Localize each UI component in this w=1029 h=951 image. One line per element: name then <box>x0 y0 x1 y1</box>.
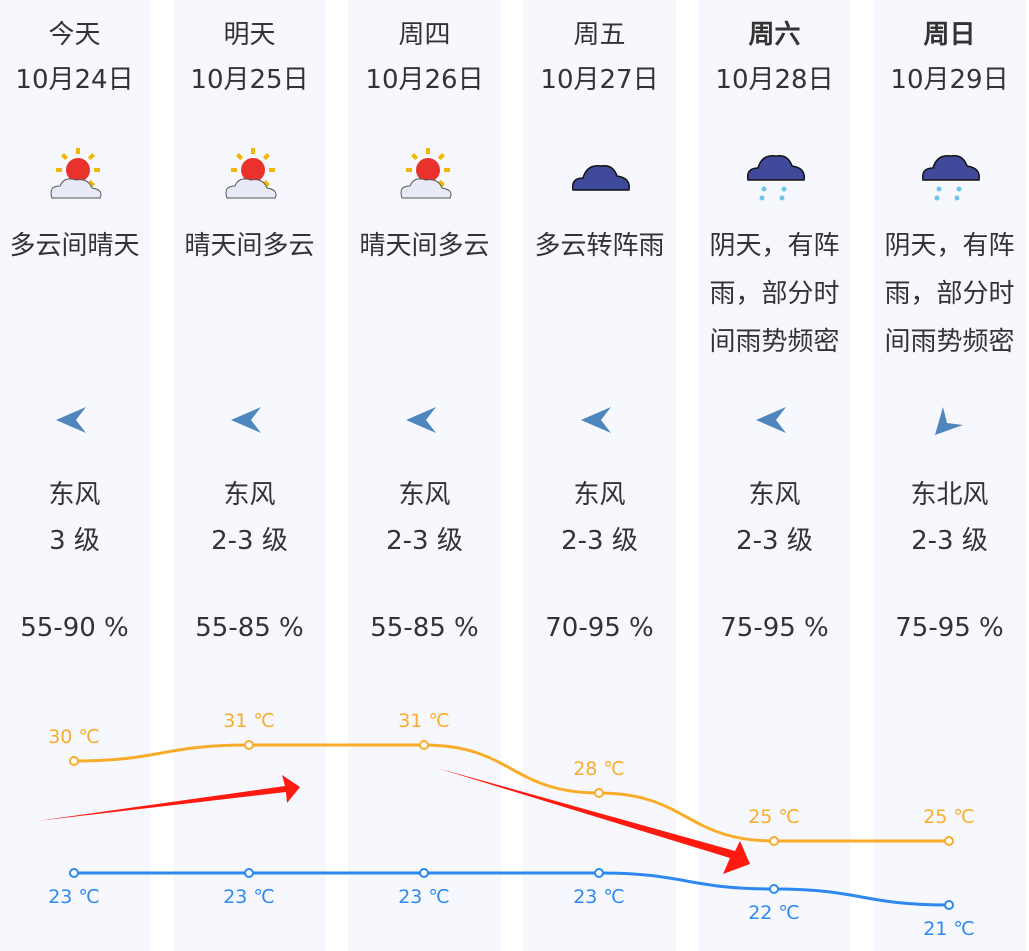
wind-direction: 东风 <box>573 480 626 510</box>
weather-description: 晴天间多云 <box>184 231 315 261</box>
partly-cloudy-sun-icon <box>44 146 106 208</box>
wind-level: 2-3 级 <box>911 526 988 556</box>
wind-east-icon <box>404 403 444 437</box>
temp-point <box>69 868 79 878</box>
wind-level: 2-3 级 <box>211 526 288 556</box>
weekday-label: 今天 <box>48 20 101 50</box>
low-temp-label: 22 ℃ <box>748 902 800 924</box>
weekday-label: 周五 <box>573 20 626 50</box>
high-temp-label: 28 ℃ <box>573 758 625 780</box>
wind-east-icon <box>54 403 94 437</box>
humidity: 75-95 % <box>720 613 829 643</box>
annotation-arrow <box>437 768 750 874</box>
wind-direction: 东风 <box>748 480 801 510</box>
humidity: 75-95 % <box>895 613 1004 643</box>
day-column: 今天 10月24日 多云间晴天 东风 3 级 55-90 % <box>0 0 151 951</box>
date-label: 10月25日 <box>190 65 309 95</box>
wind-level: 3 级 <box>49 526 100 556</box>
rain-cloud-icon <box>919 146 981 208</box>
weekday-label: 周日 <box>923 20 976 50</box>
low-temp-label: 21 ℃ <box>923 918 975 940</box>
temp-point <box>419 740 429 750</box>
partly-cloudy-sun-icon <box>394 146 456 208</box>
day-column: 周六 10月28日 阴天，有阵 雨，部分时 间雨势频密 东风 2-3 级 75-… <box>698 0 851 951</box>
day-column: 周五 10月27日 多云转阵雨 东风 2-3 级 70-95 % <box>523 0 676 951</box>
temp-point <box>769 836 779 846</box>
weather-description: 阴天，有阵 雨，部分时 间雨势频密 <box>884 231 1015 357</box>
wind-east-icon <box>579 403 619 437</box>
high-temp-label: 30 ℃ <box>48 726 100 748</box>
weather-description: 多云间晴天 <box>9 231 140 261</box>
humidity: 70-95 % <box>545 613 654 643</box>
weather-description: 阴天，有阵 雨，部分时 间雨势频密 <box>709 231 840 357</box>
temp-point <box>69 756 79 766</box>
wind-east-icon <box>754 403 794 437</box>
partly-cloudy-sun-icon <box>219 146 281 208</box>
wind-northeast-icon <box>929 403 969 437</box>
date-label: 10月28日 <box>715 65 834 95</box>
wind-level: 2-3 级 <box>561 526 638 556</box>
weather-description: 多云转阵雨 <box>534 231 665 261</box>
wind-direction: 东风 <box>48 480 101 510</box>
temp-point <box>244 868 254 878</box>
day-column: 周四 10月26日 晴天间多云 东风 2-3 级 55-85 % <box>348 0 501 951</box>
low-temp-label: 23 ℃ <box>573 886 625 908</box>
low-temp-label: 23 ℃ <box>48 886 100 908</box>
date-label: 10月26日 <box>365 65 484 95</box>
low-temp-label: 23 ℃ <box>398 886 450 908</box>
weather-description: 晴天间多云 <box>359 231 490 261</box>
wind-level: 2-3 级 <box>386 526 463 556</box>
humidity: 55-85 % <box>195 613 304 643</box>
temp-point <box>944 836 954 846</box>
annotation-arrow <box>37 775 300 821</box>
high-temp-label: 25 ℃ <box>748 806 800 828</box>
wind-direction: 东风 <box>223 480 276 510</box>
date-label: 10月24日 <box>15 65 134 95</box>
temp-point <box>594 868 604 878</box>
cloud-icon <box>569 146 631 208</box>
high-temp-label: 31 ℃ <box>398 710 450 732</box>
date-label: 10月29日 <box>890 65 1009 95</box>
high-temp-label: 31 ℃ <box>223 710 275 732</box>
date-label: 10月27日 <box>540 65 659 95</box>
low-temp-line <box>74 871 950 907</box>
wind-level: 2-3 级 <box>736 526 813 556</box>
temp-point <box>769 884 779 894</box>
temp-point <box>594 788 604 798</box>
humidity: 55-90 % <box>20 613 129 643</box>
wind-direction: 东风 <box>398 480 451 510</box>
low-temp-label: 23 ℃ <box>223 886 275 908</box>
weekday-label: 周六 <box>748 20 801 50</box>
temp-point <box>419 868 429 878</box>
wind-direction: 东北风 <box>910 480 989 510</box>
temp-point <box>244 740 254 750</box>
wind-east-icon <box>229 403 269 437</box>
rain-cloud-icon <box>744 146 806 208</box>
weekday-label: 周四 <box>398 20 451 50</box>
day-column: 周日 10月29日 阴天，有阵 雨，部分时 间雨势频密 东北风 2-3 级 75… <box>873 0 1026 951</box>
high-temp-line <box>73 743 949 843</box>
high-temp-label: 25 ℃ <box>923 806 975 828</box>
humidity: 55-85 % <box>370 613 479 643</box>
temp-point <box>944 900 954 910</box>
weekday-label: 明天 <box>223 20 276 50</box>
